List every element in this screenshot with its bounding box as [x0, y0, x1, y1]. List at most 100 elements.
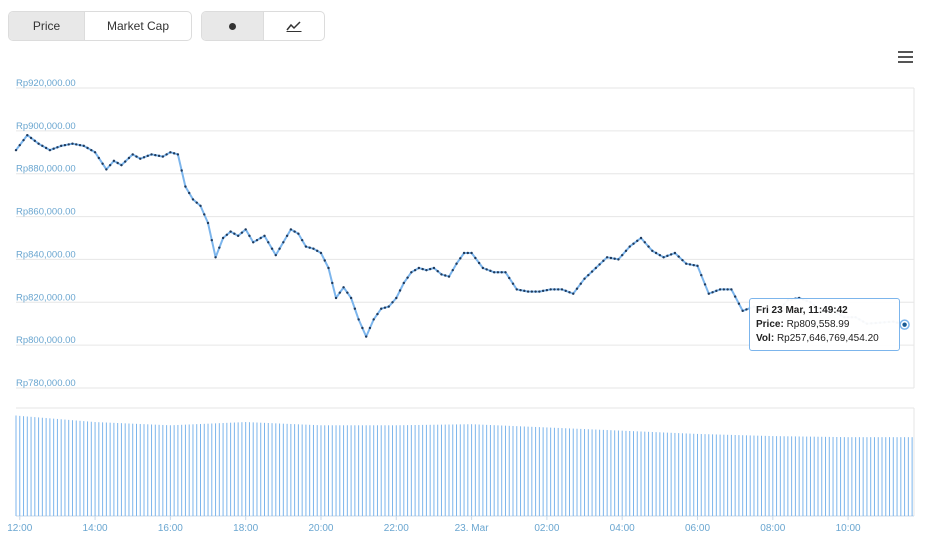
price-point	[560, 288, 564, 291]
price-point	[436, 270, 439, 273]
y-tick-label: Rp780,000.00	[16, 378, 76, 389]
price-point	[142, 156, 146, 159]
price-point	[368, 326, 372, 330]
tooltip-price-label: Price:	[756, 319, 784, 330]
price-button[interactable]: Price	[9, 12, 84, 40]
chart-style-toggle	[201, 11, 325, 41]
price-point	[191, 198, 195, 201]
price-point	[139, 157, 142, 160]
price-point	[624, 249, 628, 253]
price-point	[579, 282, 582, 285]
price-point	[29, 136, 33, 140]
price-point	[745, 308, 748, 311]
price-point	[225, 233, 229, 236]
price-point	[598, 263, 601, 266]
price-point	[161, 155, 165, 158]
price-point	[583, 277, 586, 280]
price-point	[613, 257, 616, 260]
y-tick-label: Rp920,000.00	[16, 78, 76, 89]
price-point	[127, 156, 131, 160]
price-point	[602, 259, 605, 263]
price-point	[297, 232, 300, 235]
tooltip-date: Fri 23 Mar, 11:49:42	[756, 305, 848, 316]
price-point	[722, 288, 726, 291]
price-point	[406, 276, 409, 279]
line-style-button[interactable]	[263, 12, 324, 40]
price-point	[432, 266, 436, 270]
dot-icon	[229, 22, 236, 30]
y-tick-label: Rp900,000.00	[16, 121, 76, 132]
price-point	[549, 288, 552, 291]
hamburger-menu-icon[interactable]	[898, 51, 913, 63]
price-point	[737, 302, 741, 305]
x-tick-label: 18:00	[233, 523, 258, 534]
price-point	[376, 312, 379, 316]
y-tick-label: Rp820,000.00	[16, 292, 76, 303]
line-chart-icon	[286, 21, 302, 32]
price-point	[447, 275, 451, 278]
tooltip: Fri 23 Mar, 11:49:42 Price: Rp809,558.99…	[749, 298, 900, 351]
price-point	[651, 249, 654, 253]
price-point	[282, 241, 285, 244]
price-point	[617, 258, 620, 261]
price-point	[93, 151, 97, 154]
price-point	[485, 268, 488, 271]
market-cap-button[interactable]: Market Cap	[84, 12, 191, 40]
price-point	[421, 267, 424, 271]
price-point	[206, 221, 210, 225]
price-point	[22, 138, 25, 142]
price-point	[474, 256, 477, 260]
price-point	[440, 273, 443, 276]
price-point	[180, 169, 183, 172]
price-point	[556, 288, 560, 291]
x-tick-label: 10:00	[836, 523, 861, 534]
price-point	[673, 251, 677, 255]
price-point	[372, 318, 375, 321]
price-point	[425, 268, 428, 272]
price-point	[26, 133, 29, 137]
dot-style-button[interactable]	[202, 12, 263, 40]
price-point	[101, 162, 104, 165]
price-point	[395, 296, 398, 300]
x-tick-label: 16:00	[158, 523, 183, 534]
price-point	[564, 289, 567, 293]
price-point	[568, 291, 571, 294]
hover-point	[902, 322, 907, 327]
price-point	[387, 305, 390, 308]
price-point	[575, 287, 579, 290]
price-point	[176, 153, 180, 156]
price-point	[508, 276, 511, 280]
price-point	[459, 257, 462, 260]
price-point	[308, 246, 311, 249]
price-point	[492, 271, 496, 274]
price-point	[187, 191, 191, 195]
price-point	[647, 245, 650, 248]
price-point	[632, 242, 635, 245]
price-point	[741, 309, 744, 313]
price-point	[78, 143, 82, 147]
price-point	[700, 273, 703, 277]
price-point	[44, 146, 48, 150]
price-point	[353, 307, 357, 310]
price-point	[455, 262, 458, 265]
price-point	[172, 152, 176, 155]
price-point	[380, 307, 383, 310]
price-point	[323, 259, 326, 262]
price-point	[511, 282, 515, 285]
price-point	[466, 251, 470, 255]
price-point	[105, 168, 108, 171]
price-point	[33, 139, 37, 143]
price-point	[677, 255, 680, 258]
price-point	[41, 144, 44, 148]
price-point	[658, 253, 662, 257]
price-point	[669, 253, 673, 256]
price-point	[123, 160, 127, 163]
price-point	[195, 201, 198, 204]
price-point	[349, 296, 353, 300]
price-point	[538, 290, 541, 293]
price-point	[515, 288, 518, 291]
price-point	[157, 154, 161, 158]
price-point	[553, 288, 556, 291]
price-point	[229, 230, 232, 233]
price-point	[240, 231, 244, 234]
